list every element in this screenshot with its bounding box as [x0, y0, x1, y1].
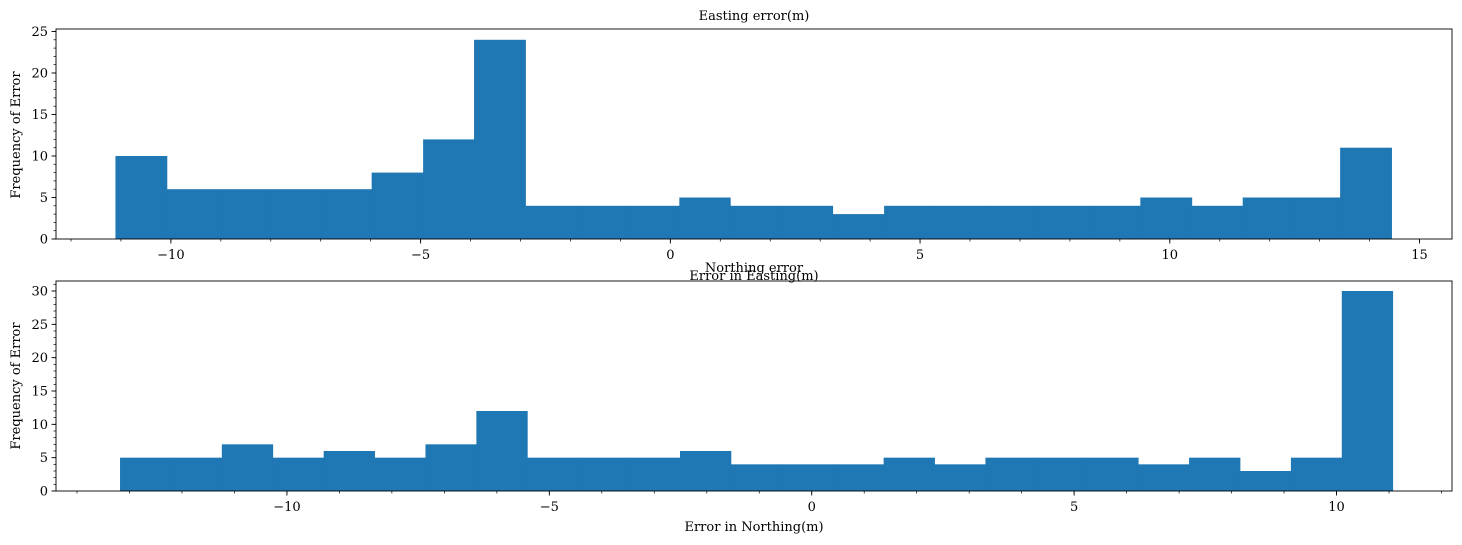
northing-bar — [1036, 457, 1088, 491]
northing-bar — [1290, 457, 1343, 491]
easting-bar — [679, 197, 731, 239]
northing-bar — [578, 457, 630, 491]
northing-x-tick-label: 5 — [1070, 500, 1078, 515]
easting-bar — [1088, 205, 1141, 239]
easting-y-tick-label: 5 — [40, 191, 48, 206]
northing-bar — [629, 457, 681, 491]
northing-bar — [883, 457, 935, 491]
northing-bar — [1138, 464, 1190, 491]
easting-bar — [1191, 205, 1244, 239]
easting-x-label: Error in Easting(m) — [689, 269, 818, 284]
northing-bar — [781, 464, 834, 491]
easting-title: Easting error(m) — [699, 9, 810, 24]
northing-bar — [323, 451, 375, 491]
easting-bar — [884, 205, 936, 239]
easting-bar — [217, 189, 270, 239]
northing-y-tick-label: 10 — [31, 418, 48, 433]
northing-bar — [985, 457, 1037, 491]
easting-bar — [320, 189, 373, 239]
northing-x-label: Error in Northing(m) — [684, 520, 823, 535]
easting-bar — [781, 205, 834, 239]
northing-y-tick-label: 15 — [31, 385, 48, 400]
easting-bar — [1140, 197, 1193, 239]
easting-x-tick-label: 5 — [916, 248, 924, 263]
northing-bar — [170, 457, 223, 491]
easting-bar — [525, 205, 577, 239]
northing-bar — [1087, 457, 1139, 491]
easting-x-tick-label: −5 — [411, 248, 430, 263]
northing-y-label: Frequency of Error — [9, 322, 24, 450]
easting-y-tick-label: 25 — [31, 25, 48, 40]
easting-bar — [935, 205, 987, 239]
easting-bar — [832, 214, 885, 239]
easting-y-label: Frequency of Error — [9, 71, 24, 199]
northing-bar — [476, 411, 528, 491]
easting-bar — [166, 189, 219, 239]
easting-bar — [1340, 147, 1392, 239]
northing-bar — [425, 444, 477, 491]
northing-y-tick-label: 25 — [31, 318, 48, 333]
northing-y-tick-label: 0 — [40, 485, 48, 500]
northing-y-tick-label: 5 — [40, 451, 48, 466]
easting-bar — [474, 39, 526, 239]
northing-bar — [221, 444, 274, 491]
northing-x-tick-label: 0 — [808, 500, 816, 515]
easting-bar — [1242, 197, 1295, 239]
easting-bar — [986, 205, 1039, 239]
easting-bar — [627, 205, 680, 239]
easting-bar — [730, 205, 783, 239]
northing-bar — [832, 464, 885, 491]
northing-bar — [374, 457, 426, 491]
northing-axes-frame — [55, 280, 1453, 492]
northing-x-tick-label: −10 — [273, 500, 300, 515]
northing-bar — [934, 464, 986, 491]
easting-bar — [371, 172, 424, 239]
northing-title: Northing error — [705, 261, 804, 276]
northing-bar — [272, 457, 325, 491]
easting-y-tick-label: 0 — [40, 233, 48, 248]
easting-x-tick-label: 0 — [666, 248, 674, 263]
northing-bar — [1189, 457, 1241, 491]
easting-x-tick-label: 15 — [1411, 248, 1428, 263]
easting-x-tick-label: 10 — [1162, 248, 1179, 263]
northing-bar — [730, 464, 783, 491]
northing-bar — [1341, 291, 1394, 491]
northing-bar — [527, 457, 579, 491]
easting-y-tick-label: 15 — [31, 108, 48, 123]
easting-bar — [576, 205, 629, 239]
northing-histogram-panel: −10 −5 0 5 10 0 5 10 15 20 25 30 — [31, 280, 1453, 515]
northing-x-tick-label: 10 — [1328, 500, 1345, 515]
easting-bar — [269, 189, 321, 239]
easting-bar — [423, 139, 475, 239]
northing-bar — [120, 457, 172, 491]
easting-axes-frame — [55, 28, 1453, 240]
easting-x-tick-label: −10 — [157, 248, 184, 263]
northing-bar — [1239, 471, 1292, 491]
easting-y-tick-label: 10 — [31, 149, 48, 164]
easting-y-tick-label: 20 — [31, 66, 48, 81]
northing-bar — [680, 451, 732, 491]
easting-bar — [1294, 197, 1341, 239]
easting-histogram-panel: −10 −5 0 5 10 15 0 5 10 15 20 25 — [31, 25, 1453, 263]
northing-x-tick-label: −5 — [540, 500, 559, 515]
northing-y-tick-label: 30 — [31, 285, 48, 300]
easting-bar — [115, 156, 168, 239]
easting-bar — [1037, 205, 1090, 239]
northing-y-tick-label: 20 — [31, 351, 48, 366]
